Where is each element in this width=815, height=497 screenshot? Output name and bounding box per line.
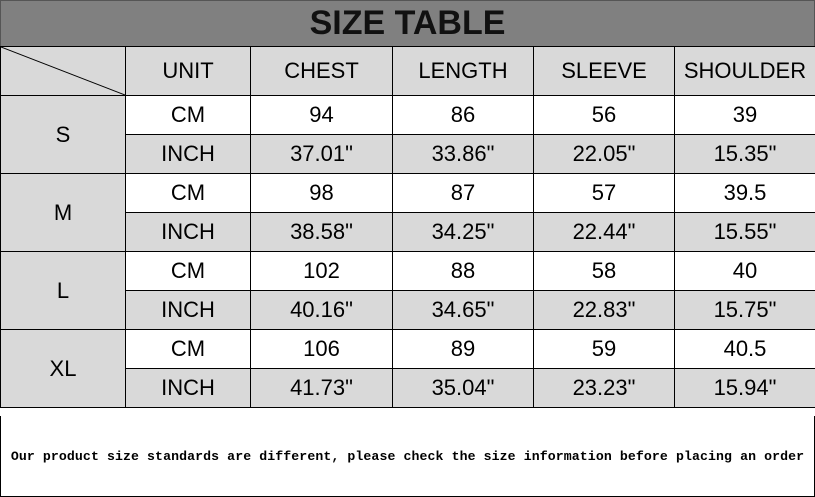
value-cell: 34.65": [392, 290, 534, 330]
value-cell: 22.83": [533, 290, 675, 330]
table-row: L CM 102 88 58 40: [0, 251, 815, 330]
size-label: L: [0, 251, 126, 330]
table-row: INCH 41.73" 35.04" 23.23" 15.94": [1, 368, 815, 408]
value-cell: 15.75": [674, 290, 815, 330]
footer-note: Our product size standards are different…: [0, 416, 815, 497]
header-shoulder: SHOULDER: [674, 46, 815, 96]
value-cell: 33.86": [392, 134, 534, 174]
value-cell: 94: [250, 95, 393, 135]
page-title: SIZE TABLE: [0, 0, 815, 47]
diagonal-corner-cell: [0, 46, 126, 96]
header-row: UNIT CHEST LENGTH SLEEVE SHOULDER: [0, 46, 815, 96]
value-cell: 106: [250, 329, 393, 369]
value-cell: 89: [392, 329, 534, 369]
size-label: XL: [0, 329, 126, 408]
value-cell: 39: [674, 95, 815, 135]
unit-cell: INCH: [125, 212, 251, 252]
size-label: S: [0, 95, 126, 174]
header-length: LENGTH: [392, 46, 534, 96]
value-cell: 40.16": [250, 290, 393, 330]
value-cell: 88: [392, 251, 534, 291]
value-cell: 15.35": [674, 134, 815, 174]
value-cell: 40.5: [674, 329, 815, 369]
value-cell: 40: [674, 251, 815, 291]
unit-cell: CM: [125, 251, 251, 291]
unit-cell: CM: [125, 329, 251, 369]
value-cell: 102: [250, 251, 393, 291]
header-chest: CHEST: [250, 46, 393, 96]
value-cell: 34.25": [392, 212, 534, 252]
value-cell: 38.58": [250, 212, 393, 252]
value-cell: 22.44": [533, 212, 675, 252]
value-cell: 23.23": [533, 368, 675, 408]
value-cell: 86: [392, 95, 534, 135]
table-row: S CM 94 86 56 39: [0, 95, 815, 174]
value-cell: 22.05": [533, 134, 675, 174]
value-cell: 58: [533, 251, 675, 291]
header-sleeve: SLEEVE: [533, 46, 675, 96]
value-cell: 41.73": [250, 368, 393, 408]
value-cell: 37.01": [250, 134, 393, 174]
size-label: M: [0, 173, 126, 252]
table-row: INCH 37.01" 33.86" 22.05" 15.35": [1, 134, 815, 174]
unit-cell: CM: [125, 173, 251, 213]
header-unit: UNIT: [125, 46, 251, 96]
unit-cell: INCH: [125, 290, 251, 330]
table-row: INCH 38.58" 34.25" 22.44" 15.55": [1, 212, 815, 252]
size-table: UNIT CHEST LENGTH SLEEVE SHOULDER S CM 94 8…: [0, 46, 815, 408]
unit-cell: INCH: [125, 134, 251, 174]
value-cell: 57: [533, 173, 675, 213]
value-cell: 98: [250, 173, 393, 213]
unit-cell: INCH: [125, 368, 251, 408]
value-cell: 56: [533, 95, 675, 135]
value-cell: 15.55": [674, 212, 815, 252]
unit-cell: CM: [125, 95, 251, 135]
value-cell: 59: [533, 329, 675, 369]
value-cell: 39.5: [674, 173, 815, 213]
table-row: XL CM 106 89 59 40.5: [0, 329, 815, 408]
value-cell: 15.94": [674, 368, 815, 408]
table-row: M CM 98 87 57 39.5: [0, 173, 815, 252]
value-cell: 87: [392, 173, 534, 213]
value-cell: 35.04": [392, 368, 534, 408]
